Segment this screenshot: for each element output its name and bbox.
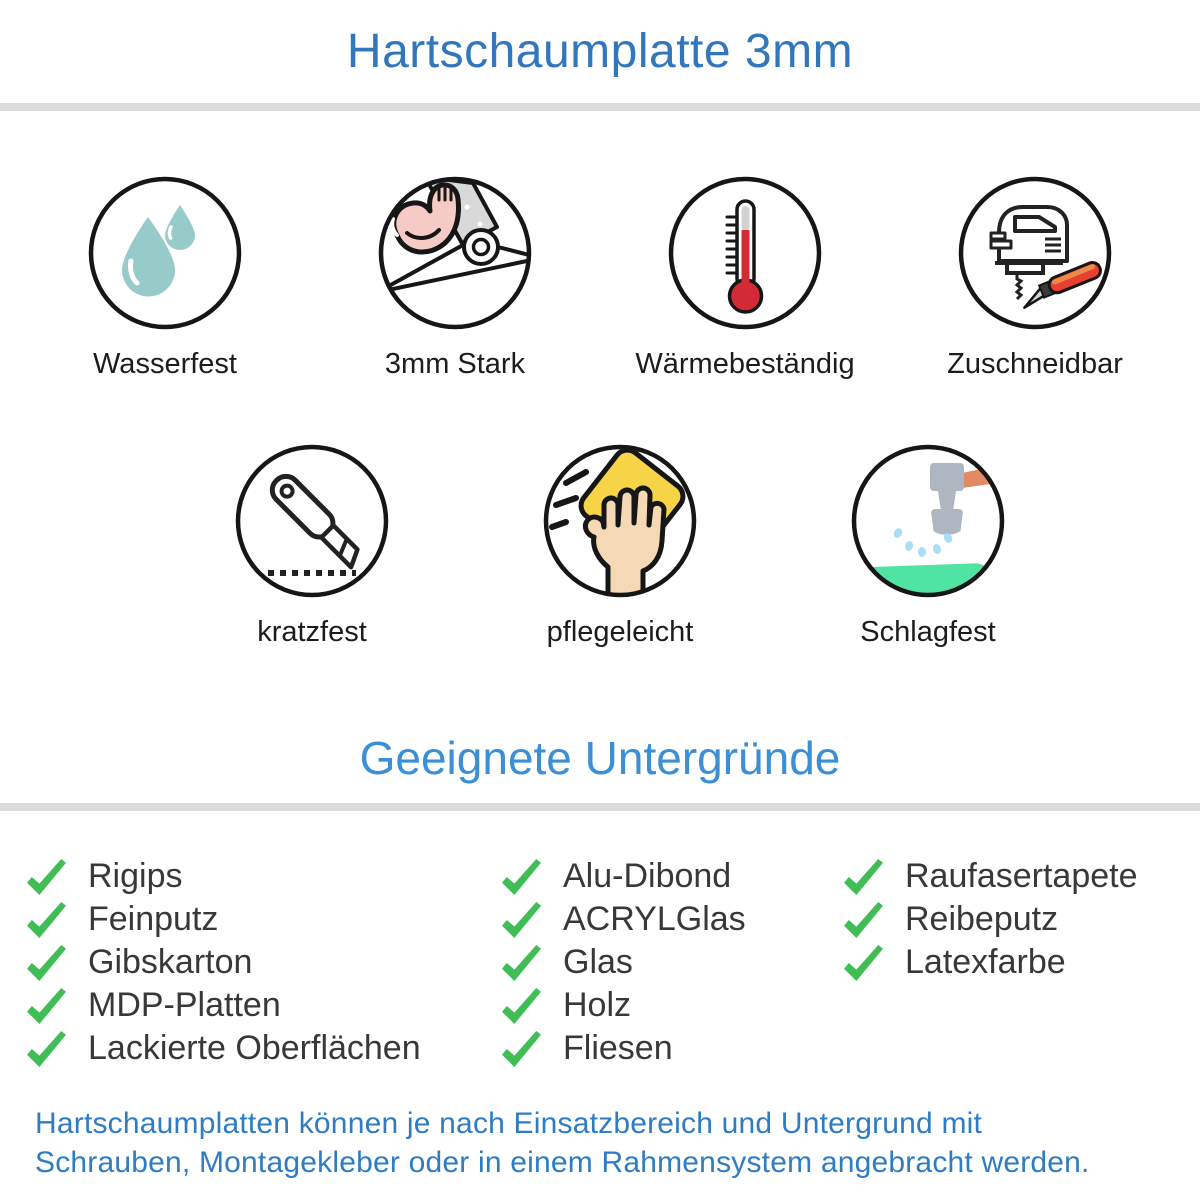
features-row-1: Wasserfest — [0, 175, 1200, 381]
feature-wasserfest: Wasserfest — [20, 175, 310, 381]
list-item: Fliesen — [500, 1027, 842, 1070]
check-icon — [500, 858, 544, 896]
jigsaw-cutter-icon — [957, 175, 1113, 331]
check-icon — [500, 1030, 544, 1068]
check-icon — [25, 944, 69, 982]
list-item-label: Gibskarton — [88, 943, 253, 981]
divider-top — [0, 103, 1200, 111]
check-icon — [842, 901, 886, 939]
list-item-label: Reibeputz — [905, 900, 1059, 938]
substrates-column-3: Raufasertapete Reibeputz Latexfarbe — [842, 855, 1200, 984]
substrates-list: Rigips Feinputz Gibskarton MDP-Platten L… — [0, 811, 1200, 1070]
list-item-label: ACRYLGlas — [563, 900, 746, 938]
feature-kratzfest: kratzfest — [189, 443, 435, 649]
utility-knife-icon — [234, 443, 390, 599]
list-item-label: Fliesen — [563, 1029, 673, 1067]
water-drops-icon — [87, 175, 243, 331]
page-title: Hartschaumplatte 3mm — [346, 25, 854, 78]
feature-label: kratzfest — [257, 616, 367, 648]
feature-zuschneidbar: Zuschneidbar — [890, 175, 1180, 381]
list-item: Raufasertapete — [842, 855, 1200, 898]
substrates-column-1: Rigips Feinputz Gibskarton MDP-Platten L… — [25, 855, 500, 1070]
check-icon — [842, 858, 886, 896]
substrates-column-2: Alu-Dibond ACRYLGlas Glas Holz Fliesen — [500, 855, 842, 1070]
list-item-label: Latexfarbe — [905, 943, 1066, 981]
list-item-label: Glas — [563, 943, 633, 981]
feature-schlagfest: Schlagfest — [805, 443, 1051, 649]
check-icon — [25, 1030, 69, 1068]
list-item-label: Holz — [563, 986, 632, 1024]
feature-label: pflegeleicht — [546, 616, 694, 648]
list-item: Latexfarbe — [842, 941, 1200, 984]
cleaning-hand-icon — [542, 443, 698, 599]
list-item: Holz — [500, 984, 842, 1027]
list-item: Feinputz — [25, 898, 500, 941]
feature-label: 3mm Stark — [384, 348, 526, 380]
section-title-untergruende: Geeignete Untergründe — [359, 732, 841, 784]
feature-label: Wasserfest — [93, 348, 237, 380]
check-icon — [842, 944, 886, 982]
list-item-label: MDP-Platten — [88, 986, 281, 1024]
header: Hartschaumplatte 3mm — [0, 0, 1200, 103]
check-icon — [500, 944, 544, 982]
list-item-label: Rigips — [88, 857, 183, 895]
feature-label: Schlagfest — [860, 616, 996, 648]
feature-label: Zuschneidbar — [947, 348, 1123, 380]
footer-line-1: Hartschaumplatten können je nach Einsatz… — [35, 1107, 983, 1140]
check-icon — [500, 987, 544, 1025]
list-item: Rigips — [25, 855, 500, 898]
list-item-label: Raufasertapete — [905, 857, 1138, 895]
features-row-2: kratzfest pflegeleicht — [0, 443, 1200, 649]
thermometer-icon — [667, 175, 823, 331]
list-item: Alu-Dibond — [500, 855, 842, 898]
divider-middle — [0, 803, 1200, 811]
list-item: MDP-Platten — [25, 984, 500, 1027]
muscle-arm-icon — [377, 175, 533, 331]
list-item-label: Lackierte Oberflächen — [88, 1029, 421, 1067]
list-item: Gibskarton — [25, 941, 500, 984]
check-icon — [500, 901, 544, 939]
hammer-icon — [850, 443, 1006, 599]
feature-waermebestaendig: Wärmebeständig — [600, 175, 890, 381]
list-item: Glas — [500, 941, 842, 984]
footer-line-2: Schrauben, Montagekleber oder in einem R… — [35, 1146, 1090, 1179]
list-item: ACRYLGlas — [500, 898, 842, 941]
list-item: Reibeputz — [842, 898, 1200, 941]
list-item-label: Feinputz — [88, 900, 219, 938]
check-icon — [25, 901, 69, 939]
feature-pflegeleicht: pflegeleicht — [497, 443, 743, 649]
check-icon — [25, 858, 69, 896]
footer-note: Hartschaumplatten können je nach Einsatz… — [35, 1104, 1160, 1182]
list-item-label: Alu-Dibond — [563, 857, 732, 895]
list-item: Lackierte Oberflächen — [25, 1027, 500, 1070]
feature-label: Wärmebeständig — [635, 348, 855, 380]
check-icon — [25, 987, 69, 1025]
feature-3mm-stark: 3mm Stark — [310, 175, 600, 381]
